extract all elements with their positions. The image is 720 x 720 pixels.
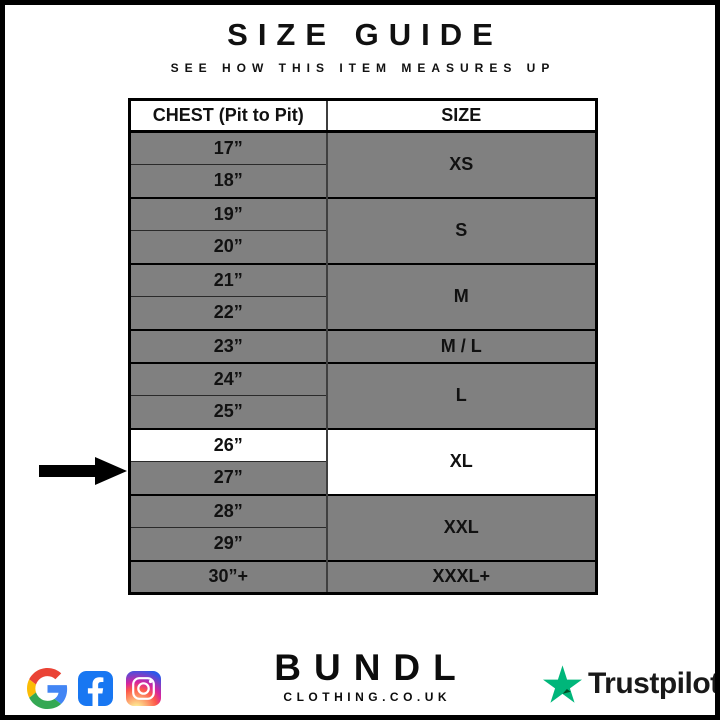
chest-cell: 24” bbox=[129, 361, 327, 396]
chest-cell: 20” bbox=[129, 230, 327, 264]
chest-cell-selected: 26” bbox=[129, 427, 327, 462]
table-row-selected: 26” XL bbox=[129, 427, 597, 495]
size-table: CHEST (Pit to Pit) SIZE 17” XS 18” 19” S… bbox=[128, 98, 598, 595]
size-cell: M bbox=[325, 262, 597, 330]
size-cell: L bbox=[325, 361, 597, 429]
table-row: 20” bbox=[129, 230, 597, 264]
chest-cell: 28” bbox=[129, 493, 327, 528]
page-subtitle: SEE HOW THIS ITEM MEASURES UP bbox=[170, 61, 556, 75]
size-cell: XXL bbox=[325, 493, 597, 561]
chest-cell: 23” bbox=[129, 328, 327, 363]
table-row: 27” bbox=[129, 461, 597, 495]
size-cell: S bbox=[325, 196, 597, 264]
chest-cell: 18” bbox=[129, 164, 327, 198]
facebook-icon[interactable] bbox=[78, 670, 113, 706]
brand-logo: BUNDL CLOTHING.CO.UK bbox=[5, 647, 715, 704]
table-row: 28” XXL bbox=[129, 493, 597, 561]
trustpilot-logo[interactable]: Trustpilot bbox=[543, 665, 720, 703]
table-row: 25” bbox=[129, 395, 597, 429]
social-icons bbox=[27, 667, 161, 709]
chest-cell: 30”+ bbox=[129, 559, 327, 594]
table-row: 17” XS bbox=[129, 130, 597, 198]
size-cell-selected: XL bbox=[325, 427, 597, 495]
chest-cell: 22” bbox=[129, 296, 327, 330]
size-cell: M / L bbox=[325, 328, 597, 363]
size-cell: XS bbox=[325, 130, 597, 198]
table-row: 24” L bbox=[129, 361, 597, 429]
trustpilot-star-icon bbox=[543, 665, 582, 703]
brand-domain: CLOTHING.CO.UK bbox=[283, 690, 452, 704]
table-row: 18” bbox=[129, 164, 597, 198]
chest-cell: 29” bbox=[129, 527, 327, 561]
chest-column-header: CHEST (Pit to Pit) bbox=[129, 99, 327, 133]
chest-cell: 25” bbox=[129, 395, 327, 429]
table-row: 30”+ XXXL+ bbox=[129, 559, 597, 594]
size-cell: XXXL+ bbox=[325, 559, 597, 594]
google-icon[interactable] bbox=[27, 667, 68, 709]
page-title: SIZE GUIDE bbox=[227, 17, 503, 52]
size-column-header: SIZE bbox=[325, 99, 597, 133]
chest-cell: 19” bbox=[129, 196, 327, 231]
table-row: 23” M / L bbox=[129, 328, 597, 363]
instagram-icon[interactable] bbox=[126, 670, 161, 706]
brand-name: BUNDL bbox=[274, 647, 469, 688]
chest-cell: 21” bbox=[129, 262, 327, 297]
chest-cell: 27” bbox=[129, 461, 327, 495]
table-header-row: CHEST (Pit to Pit) SIZE bbox=[129, 99, 597, 133]
selected-row-arrow-icon bbox=[39, 457, 127, 485]
trustpilot-wordmark: Trustpilot bbox=[588, 667, 720, 700]
table-row: 21” M bbox=[129, 262, 597, 330]
table-row: 19” S bbox=[129, 196, 597, 264]
table-row: 22” bbox=[129, 296, 597, 330]
table-row: 29” bbox=[129, 527, 597, 561]
chest-cell: 17” bbox=[129, 130, 327, 165]
